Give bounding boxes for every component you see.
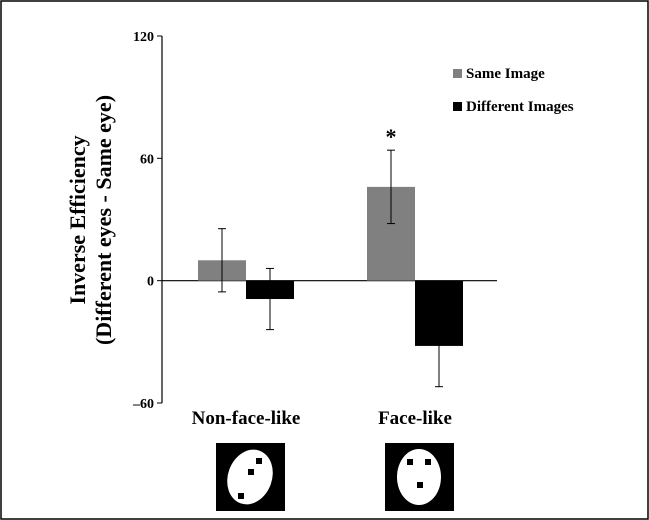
y-tick-label: –60 <box>132 397 154 412</box>
legend-label: Different Images <box>466 99 574 115</box>
y-axis-label-line: Inverse Efficiency <box>65 135 90 304</box>
x-tick-label: Face-like <box>378 408 452 429</box>
y-tick-label: 0 <box>147 275 154 290</box>
legend-swatch <box>453 69 462 78</box>
legend-swatch <box>453 102 462 111</box>
y-tick-label: 120 <box>133 30 154 45</box>
annotation: * <box>386 124 397 149</box>
x-tick-label: Non-face-like <box>192 408 301 429</box>
y-tick-label: 60 <box>140 152 154 167</box>
face-icons <box>216 443 454 511</box>
y-axis-label: Inverse Efficiency(Different eyes - Same… <box>65 95 116 345</box>
y-axis-label-line: (Different eyes - Same eye) <box>91 95 116 345</box>
legend-label: Same Image <box>466 66 545 82</box>
